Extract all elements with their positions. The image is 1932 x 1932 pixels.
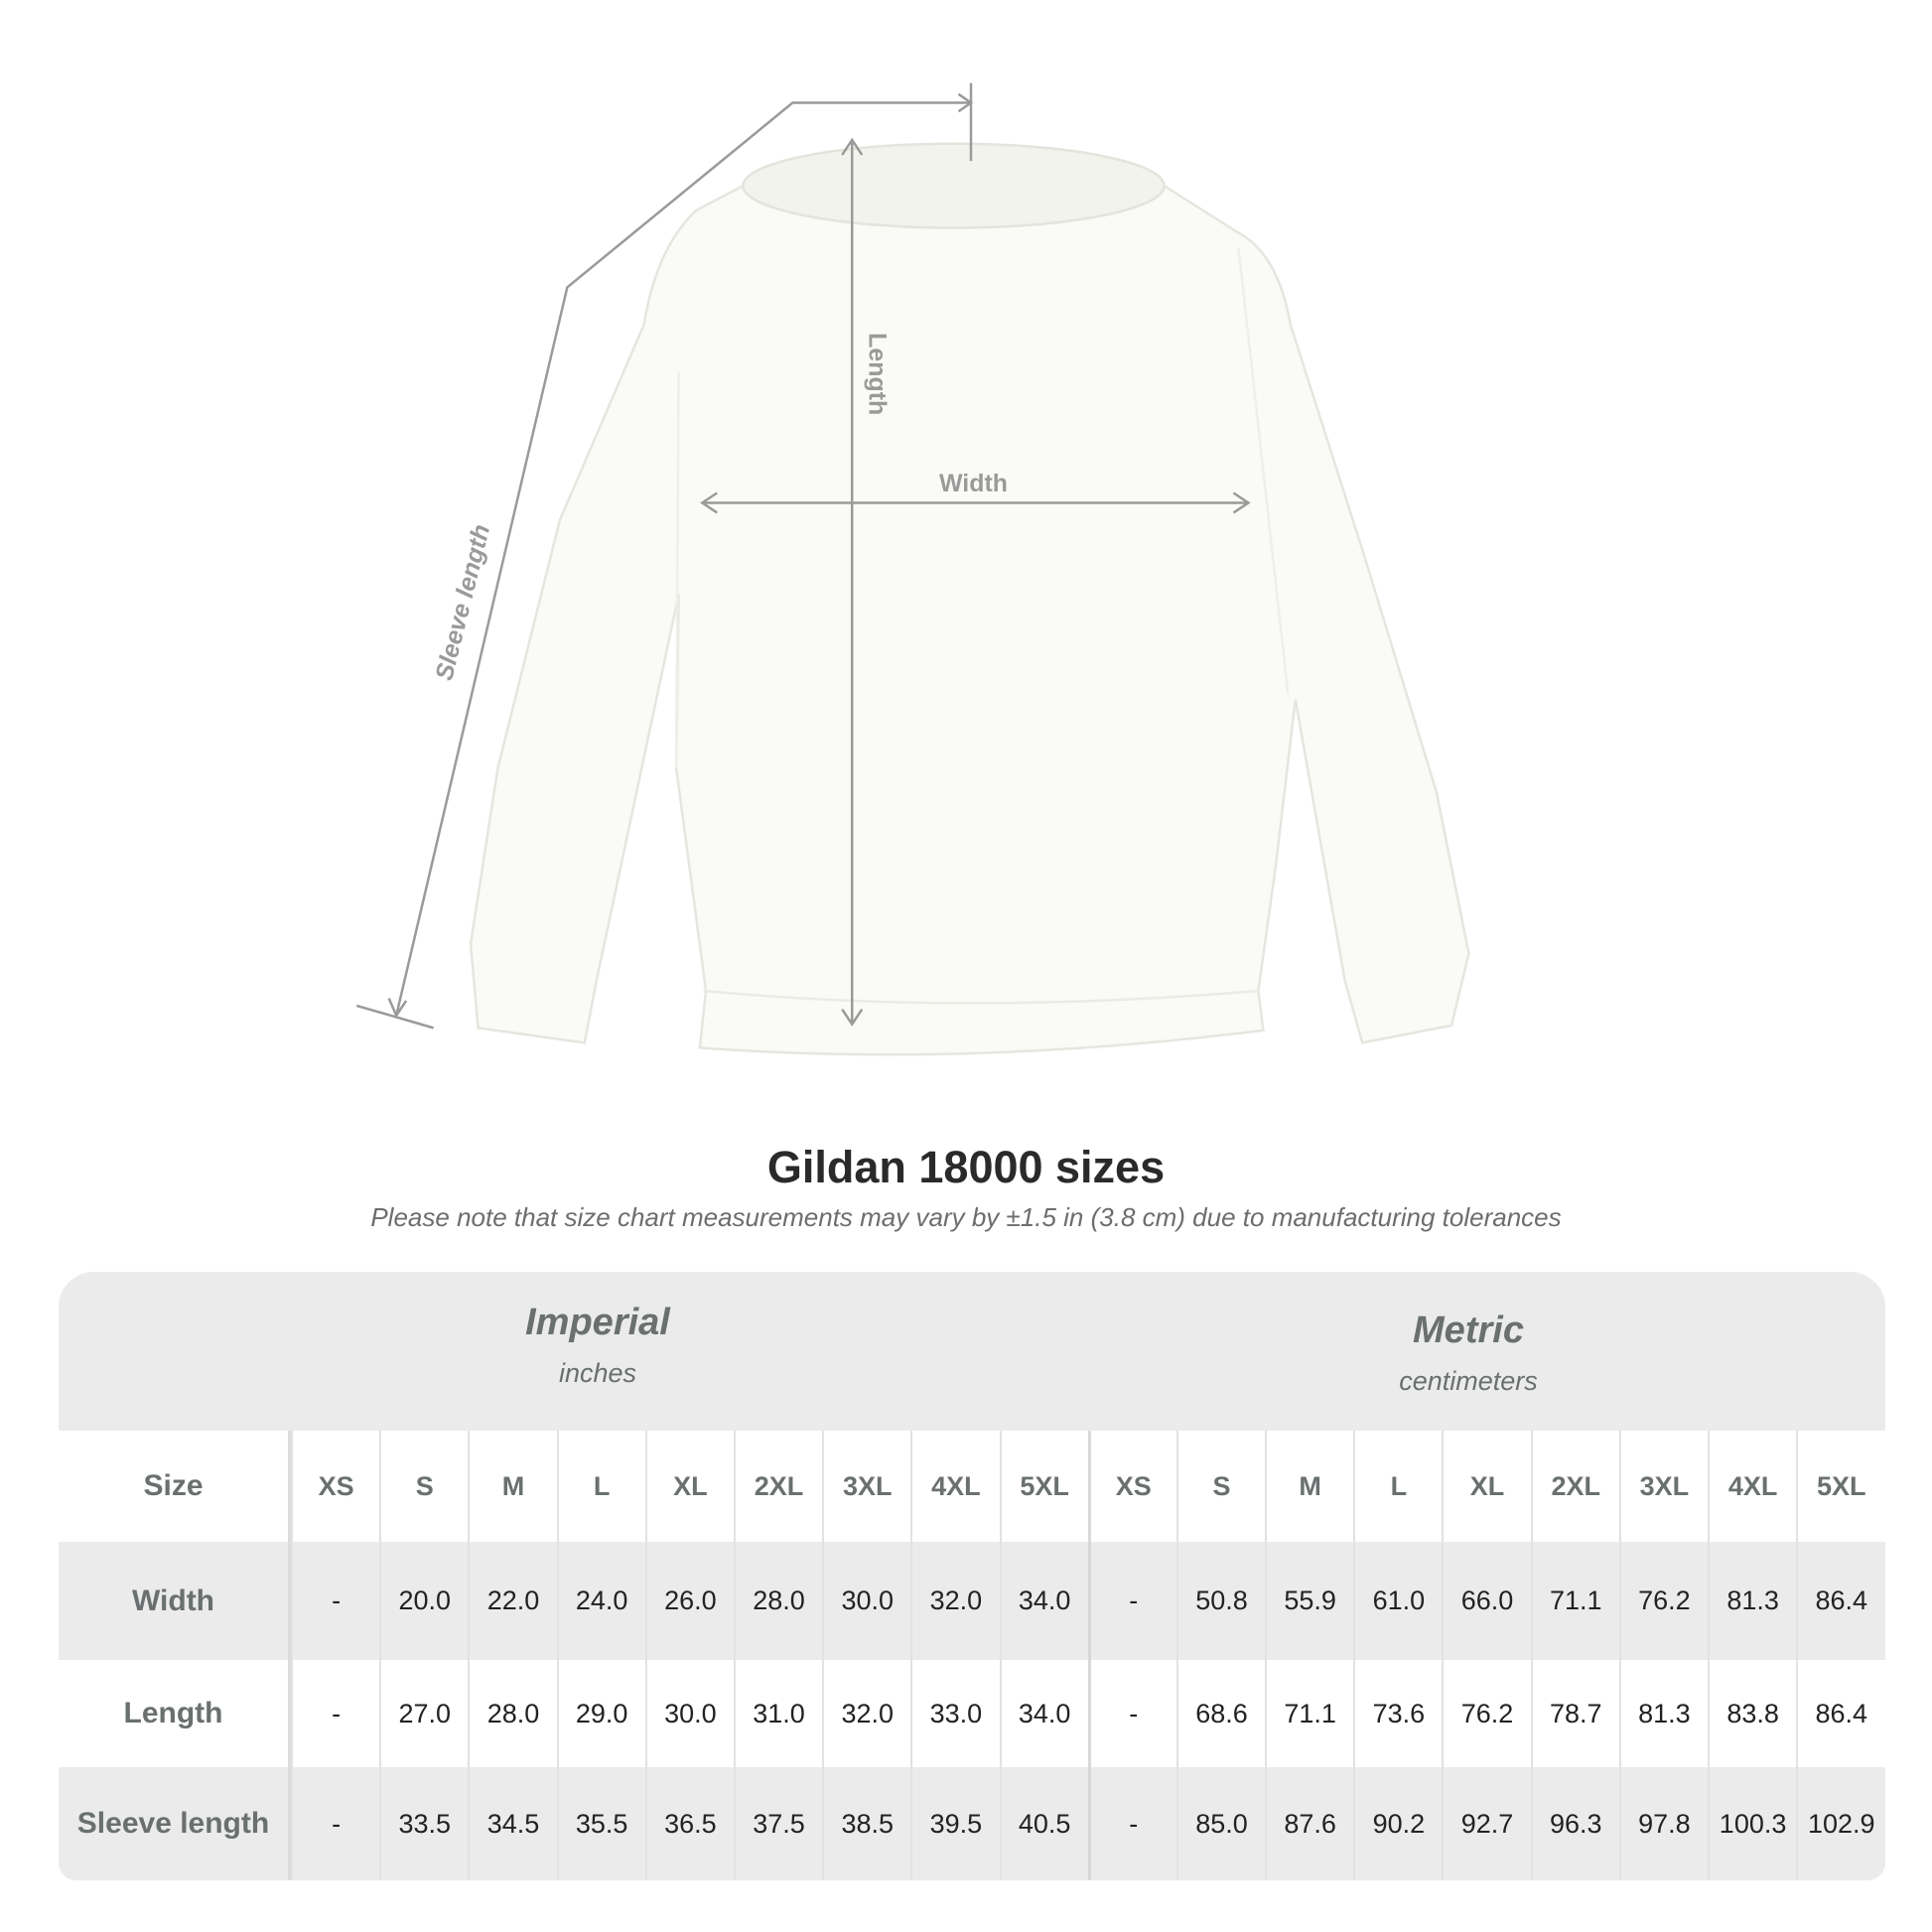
- imperial-value-cell: 29.0: [556, 1660, 645, 1767]
- imperial-value-cell: 38.5: [822, 1767, 910, 1880]
- table-row: Width -20.0 22.0 24.0 26.0 28.0 30.0 32.0 34.0-5…: [59, 1542, 1885, 1660]
- sleeve-length-line: [394, 101, 971, 1017]
- imperial-value-cell: 36.5: [644, 1767, 734, 1880]
- table-row: Length -27.0 28.0 29.0 30.0 31.0 32.0 33.0 34.0-…: [59, 1660, 1885, 1767]
- metric-unit: centimeters: [1399, 1366, 1538, 1396]
- metric-value-cell: 81.3: [1618, 1660, 1708, 1767]
- imperial-value-cell: 31.0: [733, 1660, 822, 1767]
- imperial-value-cell: -: [291, 1542, 379, 1660]
- imperial-value-cell: 34.5: [468, 1767, 556, 1880]
- size-header-cell: 4XL: [910, 1431, 999, 1542]
- metric-value-cell: 86.4: [1796, 1542, 1884, 1660]
- metric-value-cell: 50.8: [1175, 1542, 1265, 1660]
- metric-value-cell: 85.0: [1175, 1767, 1265, 1880]
- metric-value-cell: 61.0: [1353, 1542, 1442, 1660]
- metric-value-cell: 71.1: [1265, 1660, 1353, 1767]
- imperial-value-cell: 24.0: [556, 1542, 645, 1660]
- metric-header: Metric centimeters: [1171, 1310, 1766, 1397]
- imperial-header: Imperial inches: [300, 1302, 896, 1389]
- metric-value-cell: 100.3: [1708, 1767, 1796, 1880]
- row-label: Sleeve length: [59, 1767, 291, 1880]
- size-header-cell: XS: [1087, 1431, 1176, 1542]
- row-label: Length: [59, 1660, 291, 1767]
- size-header-cell: 2XL: [733, 1431, 822, 1542]
- imperial-value-cell: 34.0: [999, 1542, 1088, 1660]
- tolerance-note: Please note that size chart measurements…: [370, 1202, 1562, 1232]
- metric-value-cell: 76.2: [1618, 1542, 1708, 1660]
- metric-value-cell: 68.6: [1175, 1660, 1265, 1767]
- table-row: Sleeve length -33.5 34.5 35.5 36.5 37.5 38.5 39…: [59, 1767, 1885, 1880]
- imperial-value-cell: 39.5: [910, 1767, 999, 1880]
- metric-title: Metric: [1413, 1310, 1524, 1351]
- size-chart-table: Imperial inches Metric centimeters Size X…: [59, 1272, 1885, 1880]
- imperial-value-cell: 30.0: [644, 1660, 734, 1767]
- imperial-value-cell: 33.5: [379, 1767, 468, 1880]
- imperial-value-cell: 35.5: [556, 1767, 645, 1880]
- imperial-value-cell: 37.5: [733, 1767, 822, 1880]
- size-header-cell: S: [379, 1431, 468, 1542]
- metric-value-cell: 87.6: [1265, 1767, 1353, 1880]
- size-header-cell: L: [556, 1431, 645, 1542]
- size-header-cell: XL: [644, 1431, 734, 1542]
- imperial-value-cell: 26.0: [644, 1542, 734, 1660]
- length-label: Length: [864, 333, 892, 415]
- size-header-cell: M: [468, 1431, 556, 1542]
- imperial-value-cell: 28.0: [468, 1660, 556, 1767]
- sweatshirt-image: [469, 142, 1470, 1056]
- size-header-cell: 3XL: [822, 1431, 910, 1542]
- imperial-value-cell: -: [291, 1767, 379, 1880]
- width-label: Width: [939, 470, 1008, 497]
- size-header-cell: L: [1353, 1431, 1442, 1542]
- imperial-value-cell: 33.0: [910, 1660, 999, 1767]
- metric-value-cell: 76.2: [1442, 1660, 1530, 1767]
- imperial-title: Imperial: [525, 1302, 670, 1343]
- imperial-value-cell: 32.0: [822, 1660, 910, 1767]
- page-title: Gildan 18000 sizes: [766, 1142, 1166, 1192]
- metric-value-cell: 83.8: [1708, 1660, 1796, 1767]
- row-label: Width: [59, 1542, 291, 1660]
- size-header-cell: 5XL: [999, 1431, 1088, 1542]
- size-header-cell: 5XL: [1796, 1431, 1884, 1542]
- metric-value-cell: 90.2: [1353, 1767, 1442, 1880]
- metric-value-cell: 92.7: [1442, 1767, 1530, 1880]
- table-header-band: Imperial inches Metric centimeters: [59, 1272, 1885, 1431]
- metric-value-cell: -: [1087, 1767, 1176, 1880]
- metric-value-cell: 86.4: [1796, 1660, 1884, 1767]
- metric-value-cell: 97.8: [1618, 1767, 1708, 1880]
- imperial-value-cell: 22.0: [468, 1542, 556, 1660]
- metric-value-cell: 102.9: [1796, 1767, 1884, 1880]
- imperial-value-cell: 20.0: [379, 1542, 468, 1660]
- metric-value-cell: 78.7: [1530, 1660, 1619, 1767]
- metric-value-cell: -: [1087, 1660, 1176, 1767]
- size-header-cell: 3XL: [1618, 1431, 1708, 1542]
- imperial-value-cell: 32.0: [910, 1542, 999, 1660]
- imperial-value-cell: 34.0: [999, 1660, 1088, 1767]
- size-header-cell: XS: [291, 1431, 379, 1542]
- metric-value-cell: 66.0: [1442, 1542, 1530, 1660]
- metric-value-cell: 55.9: [1265, 1542, 1353, 1660]
- metric-value-cell: -: [1087, 1542, 1176, 1660]
- metric-value-cell: 71.1: [1530, 1542, 1619, 1660]
- imperial-value-cell: 30.0: [822, 1542, 910, 1660]
- size-header-cell: S: [1175, 1431, 1265, 1542]
- imperial-value-cell: 40.5: [999, 1767, 1088, 1880]
- imperial-value-cell: -: [291, 1660, 379, 1767]
- imperial-value-cell: 28.0: [733, 1542, 822, 1660]
- imperial-unit: inches: [558, 1358, 637, 1388]
- size-header-cell: XL: [1442, 1431, 1530, 1542]
- imperial-value-cell: 27.0: [379, 1660, 468, 1767]
- metric-value-cell: 96.3: [1530, 1767, 1619, 1880]
- sleeve-length-label: Sleeve length: [430, 521, 495, 683]
- metric-value-cell: 81.3: [1708, 1542, 1796, 1660]
- row-label: Size: [59, 1431, 291, 1542]
- size-header-row: Size XS S M L XL 2XL 3XL 4XL 5XL XS S M L XL 2XL 3XL 4XL 5…: [59, 1431, 1885, 1542]
- size-header-cell: 2XL: [1530, 1431, 1619, 1542]
- metric-value-cell: 73.6: [1353, 1660, 1442, 1767]
- size-header-cell: M: [1265, 1431, 1353, 1542]
- size-header-cell: 4XL: [1708, 1431, 1796, 1542]
